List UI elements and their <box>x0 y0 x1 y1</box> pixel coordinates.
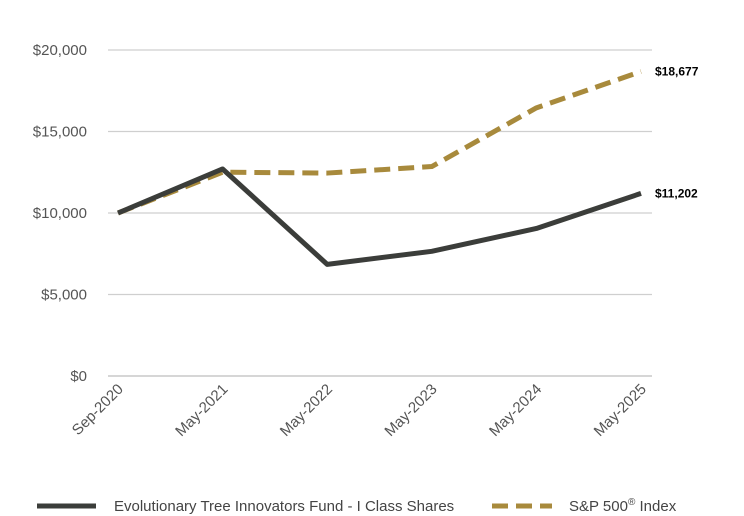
series-lines <box>117 69 642 267</box>
x-tick-label: May-2023 <box>381 381 440 440</box>
end-label: $18,677 <box>655 65 699 79</box>
x-axis-tick-labels: Sep-2020 May-2021 May-2022 May-2023 May-2024… <box>69 381 650 440</box>
legend-label-index: S&P 500® Index <box>569 497 677 515</box>
x-tick-label: May-2024 <box>486 381 545 440</box>
y-tick-label: $0 <box>70 368 87 385</box>
legend: Evolutionary Tree Innovators Fund - I Cl… <box>37 497 677 515</box>
legend-label-fund: Evolutionary Tree Innovators Fund - I Cl… <box>114 498 454 515</box>
y-tick-label: $15,000 <box>33 124 87 141</box>
end-label: $11,202 <box>655 186 698 200</box>
y-tick-label: $20,000 <box>33 42 87 59</box>
series-end-labels: $18,677 $11,202 <box>655 65 699 201</box>
series-line-0 <box>117 166 642 267</box>
x-tick-label: Sep-2020 <box>69 381 127 439</box>
y-tick-label: $10,000 <box>33 205 87 222</box>
y-tick-label: $5,000 <box>41 287 87 304</box>
x-tick-label: May-2025 <box>591 381 650 440</box>
series-line-1 <box>117 69 642 216</box>
gridlines <box>108 49 652 377</box>
x-tick-label: May-2022 <box>277 381 336 440</box>
y-axis-tick-labels: $0 $5,000 $10,000 $15,000 $20,000 <box>33 42 87 385</box>
x-tick-label: May-2021 <box>172 381 231 440</box>
